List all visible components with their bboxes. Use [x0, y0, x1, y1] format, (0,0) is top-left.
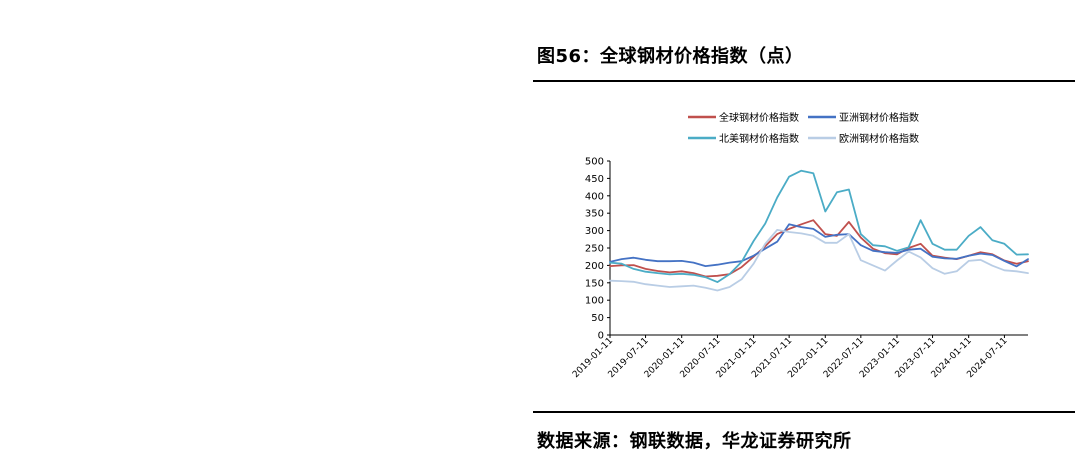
- y-tick-label: 450: [585, 174, 604, 185]
- series-line-3: [609, 169, 1029, 284]
- series-line-1: [609, 219, 1029, 278]
- y-tick-label: 0: [598, 331, 604, 342]
- legend-label: 欧洲钢材价格指数: [839, 132, 919, 145]
- title-divider: [533, 80, 1075, 82]
- data-source-note: 数据来源：钢联数据，华龙证券研究所: [537, 431, 852, 452]
- figure-title: 图56：全球钢材价格指数（点）: [537, 46, 804, 67]
- plot-area: [609, 169, 1029, 292]
- series-line-2: [609, 223, 1029, 268]
- y-tick-label: 500: [585, 157, 604, 168]
- x-axis: 2019-01-112019-07-112020-01-112020-07-11…: [571, 334, 1028, 380]
- y-tick-label: 350: [585, 209, 604, 220]
- y-axis: 0 50 100 150 200 250 300 350 400 450 500: [585, 157, 611, 342]
- y-tick-label: 100: [585, 296, 604, 307]
- source-divider: [533, 411, 1075, 413]
- y-tick-label: 250: [585, 244, 604, 255]
- y-tick-label: 300: [585, 226, 604, 237]
- y-tick-label: 200: [585, 261, 604, 272]
- y-tick-label: 150: [585, 278, 604, 289]
- legend-label: 北美钢材价格指数: [719, 132, 799, 145]
- series-line-4: [609, 228, 1029, 292]
- legend-label: 全球钢材价格指数: [719, 111, 799, 124]
- y-tick-label: 50: [591, 313, 604, 324]
- y-tick-label: 400: [585, 191, 604, 202]
- legend-label: 亚洲钢材价格指数: [839, 111, 919, 124]
